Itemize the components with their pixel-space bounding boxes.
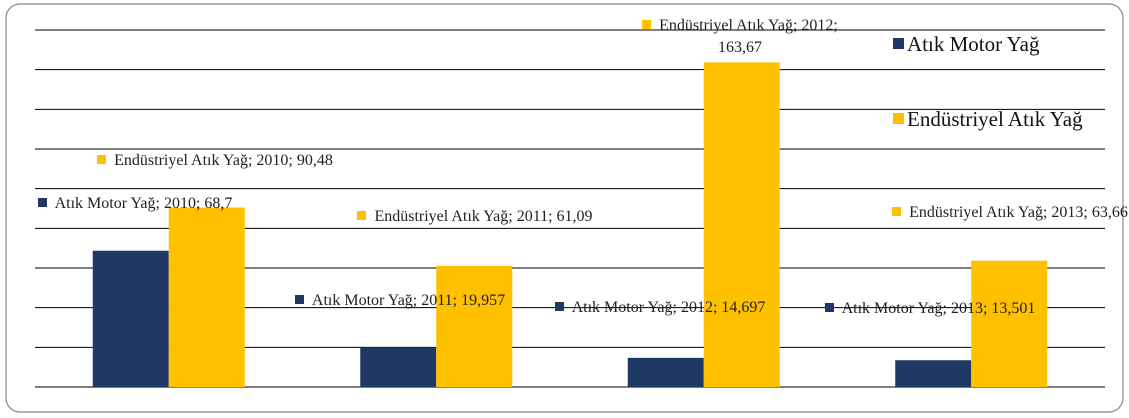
data-label: Endüstriyel Atık Yağ; 2013; 63,66	[890, 202, 1129, 224]
data-label: Atık Motor Yağ; 2012; 14,697	[540, 297, 780, 319]
label-marker	[892, 207, 902, 216]
data-label-text: Atık Motor Yağ; 2010; 68,7	[54, 195, 233, 212]
data-label-text: Endüstriyel Atık Yağ; 2013; 63,66	[909, 204, 1128, 221]
data-label-text: Endüstriyel Atık Yağ; 2010; 90,48	[114, 152, 333, 169]
data-label: Endüstriyel Atık Yağ; 2011; 61,09	[350, 206, 600, 228]
bar	[436, 265, 513, 387]
bar	[627, 357, 704, 387]
legend-entry: Atık Motor Yağ	[893, 30, 1113, 58]
legend-swatch	[893, 38, 904, 49]
label-marker	[554, 302, 564, 311]
legend-label: Atık Motor Yağ	[907, 32, 1040, 56]
data-label: Atık Motor Yağ; 2011; 19,957	[275, 290, 525, 312]
data-label: Atık Motor Yağ; 2010; 68,7	[15, 193, 255, 215]
data-label: Endüstriyel Atık Yağ; 2010; 90,48	[95, 150, 335, 172]
legend-label: Endüstriyel Atık Yağ	[907, 107, 1083, 131]
data-label-text: Endüstriyel Atık Yağ; 2012; 163,67	[659, 17, 838, 56]
data-label-text: Atık Motor Yağ; 2011; 19,957	[311, 292, 506, 309]
label-marker	[294, 295, 304, 304]
data-label-text: Atık Motor Yağ; 2013; 13,501	[841, 300, 1036, 317]
label-marker	[642, 20, 652, 29]
data-label: Atık Motor Yağ; 2013; 13,501	[810, 298, 1050, 320]
data-label-text: Atık Motor Yağ; 2012; 14,697	[571, 299, 766, 316]
chart-frame	[5, 3, 1124, 413]
bar	[895, 360, 972, 387]
legend-swatch	[893, 113, 904, 124]
bar	[92, 250, 169, 387]
label-marker	[357, 211, 367, 220]
data-label: Endüstriyel Atık Yağ; 2012; 163,67	[620, 15, 860, 59]
legend-entry: Endüstriyel Atık Yağ	[893, 105, 1093, 133]
data-label-text: Endüstriyel Atık Yağ; 2011; 61,09	[374, 208, 593, 225]
label-marker	[824, 303, 834, 312]
label-marker	[97, 155, 107, 164]
bar	[360, 347, 437, 387]
bar	[703, 62, 780, 388]
bar	[971, 260, 1048, 387]
label-marker	[37, 198, 47, 207]
bar	[168, 207, 245, 387]
